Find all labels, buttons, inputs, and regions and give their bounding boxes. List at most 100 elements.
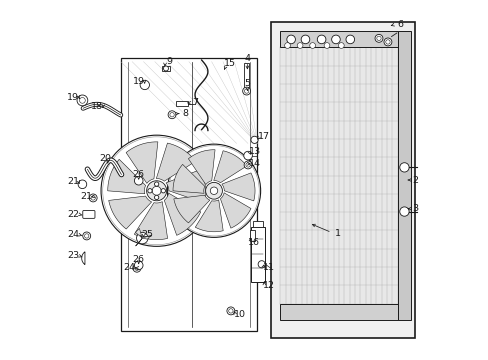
Bar [280,47,397,304]
Circle shape [324,42,329,48]
Bar [121,58,257,330]
Circle shape [146,181,166,201]
Circle shape [244,89,248,93]
Text: 26: 26 [132,170,144,179]
Polygon shape [173,195,209,223]
Bar [250,230,254,241]
Circle shape [154,195,159,199]
Circle shape [286,35,295,44]
Circle shape [245,163,250,167]
FancyBboxPatch shape [82,211,95,219]
Text: 17: 17 [258,132,270,141]
Text: 24: 24 [123,264,135,273]
Circle shape [383,38,391,46]
Text: 24: 24 [67,230,79,239]
Polygon shape [220,193,250,228]
Circle shape [338,42,344,48]
Circle shape [309,42,315,48]
Text: 21: 21 [67,177,79,186]
Circle shape [82,232,90,240]
Text: 25: 25 [141,230,153,239]
Text: 14: 14 [249,159,261,168]
Polygon shape [81,252,85,265]
Bar [250,226,264,282]
Polygon shape [107,159,145,194]
Circle shape [168,111,176,119]
Text: 4: 4 [244,54,250,63]
Circle shape [167,144,260,237]
Circle shape [147,189,152,193]
Circle shape [385,40,389,44]
Text: 12: 12 [263,281,274,290]
Bar [280,304,397,320]
Polygon shape [135,238,142,246]
Text: 8: 8 [182,109,188,118]
Text: 21: 21 [80,192,92,201]
Circle shape [80,98,85,103]
Circle shape [140,80,149,90]
Polygon shape [126,142,158,183]
Circle shape [242,87,250,95]
Circle shape [297,42,303,48]
Polygon shape [142,235,151,239]
Text: 6: 6 [397,19,403,28]
Circle shape [258,261,265,268]
Circle shape [226,307,234,315]
Circle shape [244,161,251,169]
Text: 5: 5 [244,79,250,88]
Circle shape [134,176,142,185]
Circle shape [161,189,165,193]
Text: 1: 1 [334,229,340,238]
Circle shape [133,264,141,272]
Polygon shape [164,193,201,235]
Circle shape [376,36,380,41]
Circle shape [244,151,252,160]
Circle shape [346,35,354,44]
Text: 18: 18 [91,102,102,111]
Text: 10: 10 [234,310,245,319]
Bar [271,22,414,338]
Circle shape [399,163,408,172]
Circle shape [78,180,86,189]
Polygon shape [134,202,167,240]
Bar [280,31,397,47]
Circle shape [228,309,233,313]
Circle shape [84,234,89,238]
Circle shape [163,66,168,71]
Text: 2: 2 [411,176,417,185]
Bar [397,31,410,320]
Circle shape [134,261,142,270]
Circle shape [210,187,217,194]
Circle shape [136,232,148,244]
Text: 16: 16 [247,238,259,247]
Circle shape [135,266,139,270]
Polygon shape [188,150,215,185]
Text: 19: 19 [67,93,79,102]
Circle shape [91,196,95,200]
Circle shape [152,186,161,195]
Text: 20: 20 [99,154,111,163]
Circle shape [101,135,212,246]
Circle shape [169,113,174,117]
Polygon shape [222,173,255,201]
Circle shape [399,207,408,216]
Text: 19: 19 [132,77,144,86]
Text: 11: 11 [263,264,274,273]
Bar [252,221,262,226]
Polygon shape [156,143,195,181]
Text: 22: 22 [67,210,79,219]
Polygon shape [165,170,205,203]
Polygon shape [195,200,223,232]
Text: 13: 13 [249,147,261,156]
Bar [176,102,187,107]
Circle shape [317,35,325,44]
Circle shape [89,194,97,202]
Circle shape [301,35,309,44]
Polygon shape [135,228,142,238]
Circle shape [154,182,159,186]
Text: 26: 26 [132,255,144,264]
Circle shape [284,42,290,48]
Circle shape [374,35,382,42]
Polygon shape [173,165,204,193]
Text: 23: 23 [67,251,79,260]
